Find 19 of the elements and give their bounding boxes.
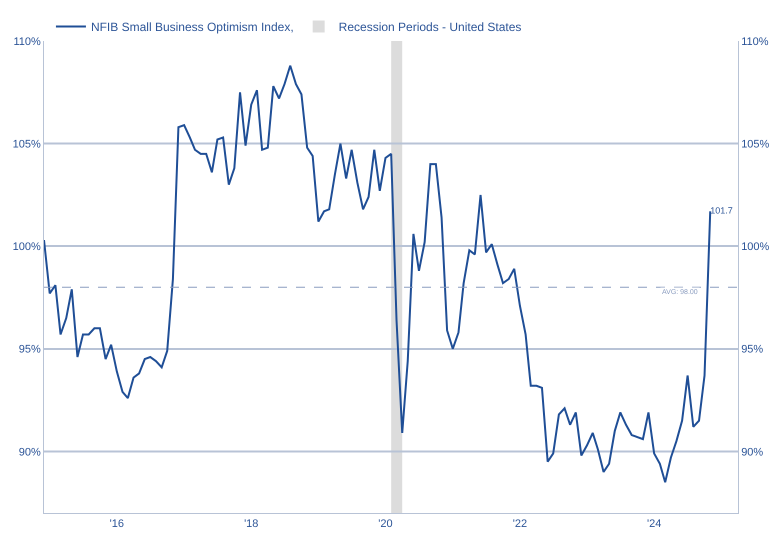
- legend-label: Recession Periods - United States: [338, 20, 522, 34]
- line-series: [44, 64, 712, 484]
- y2-tick-label: 100%: [741, 241, 770, 254]
- data-label: 101.7: [710, 206, 733, 216]
- y2-tick-label: 95%: [741, 344, 764, 356]
- x-tick-label: '20: [378, 518, 393, 530]
- y-tick-label: 105%: [12, 138, 42, 150]
- x-tick-label: '18: [244, 518, 258, 530]
- x-tick-label: '22: [512, 518, 528, 530]
- y2-tick-label: 90%: [741, 446, 764, 458]
- x-tick-label: '16: [110, 518, 124, 530]
- x-tick-label: '24: [646, 518, 662, 530]
- y2-tick-label: 110%: [741, 36, 769, 48]
- y2-tick-label: 105%: [741, 138, 770, 150]
- y-tick-label: 90%: [18, 446, 42, 458]
- legend-label: NFIB Small Business Optimism Index,: [90, 20, 294, 34]
- y-tick-label: 100%: [12, 241, 42, 254]
- y-tick-label: 95%: [18, 344, 42, 356]
- y-tick-label: 110%: [13, 36, 42, 48]
